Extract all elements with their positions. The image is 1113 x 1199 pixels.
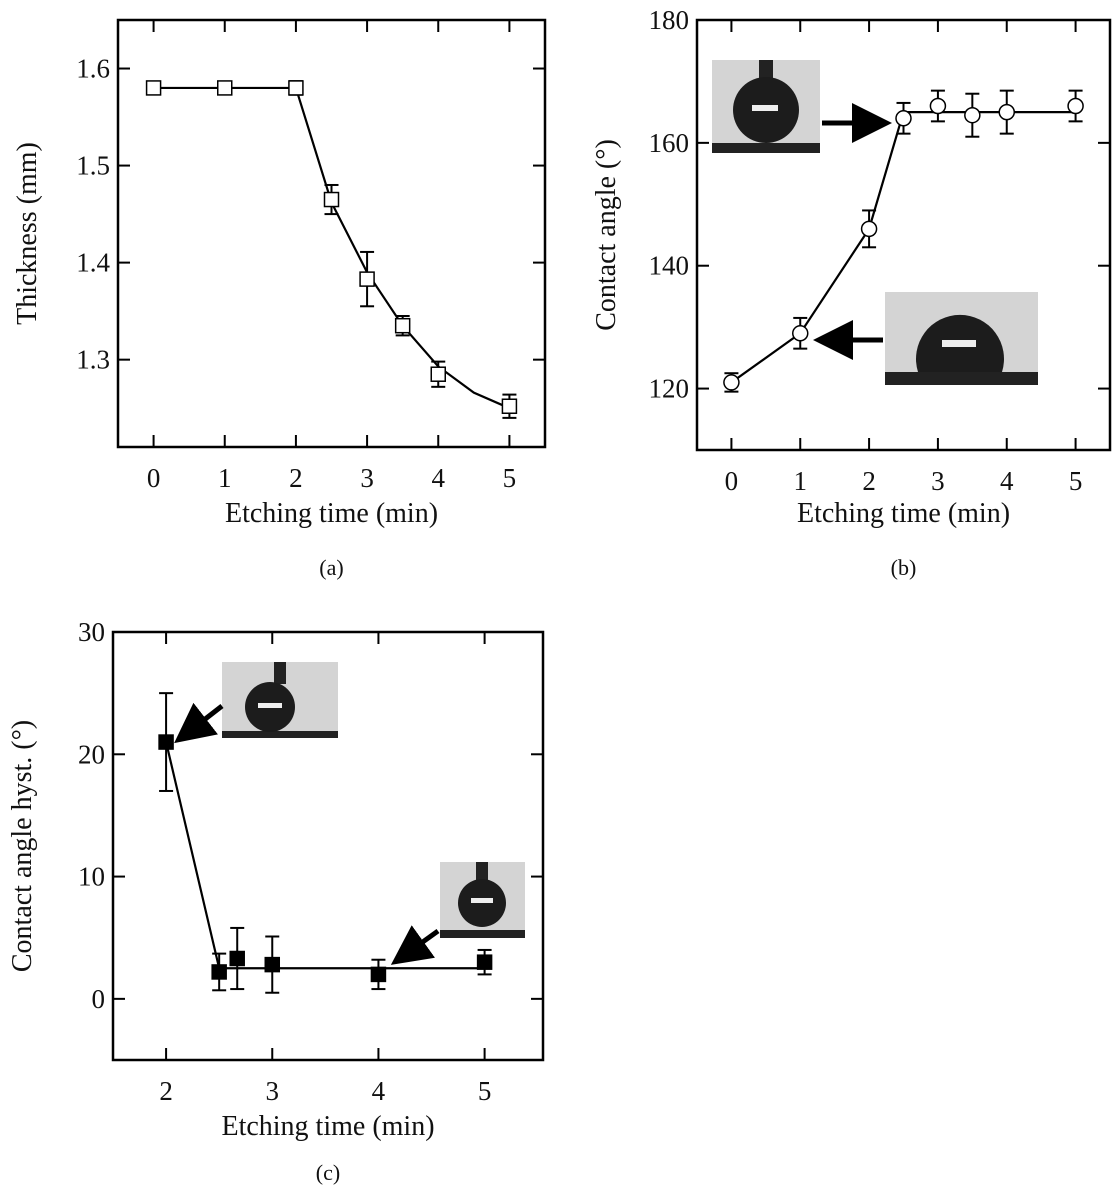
- caption: (c): [316, 1160, 340, 1185]
- plot-frame: [116, 18, 547, 449]
- y-tick-label: 20: [78, 739, 105, 769]
- y-tick-label: 1.5: [76, 151, 110, 181]
- marker: [359, 271, 375, 287]
- marker: [158, 734, 174, 750]
- x-tick-label: 4: [372, 1076, 386, 1106]
- y-tick-label: 180: [649, 5, 690, 35]
- x-tick-label: 2: [862, 466, 876, 496]
- x-tick-label: 0: [147, 463, 161, 493]
- panel: 0 1 2 3 4 5 120 140 160 180 Etching time (min) Cont…: [591, 5, 1112, 580]
- marker: [264, 956, 281, 973]
- x-tick-label: 1: [218, 463, 232, 493]
- x-axis-label: Etching time (min): [221, 1111, 434, 1142]
- inset-droplet: [440, 862, 525, 938]
- inset-droplet: [712, 60, 820, 153]
- arrow: [174, 702, 224, 744]
- y-tick-label: 0: [92, 984, 106, 1014]
- x-tick-label: 3: [360, 463, 374, 493]
- panel: 0 1 2 3 4 5 1.3 1.4 1.5 1.6 Etching time (min) Thic…: [12, 18, 547, 580]
- marker: [430, 366, 446, 382]
- y-tick-label: 140: [649, 251, 690, 281]
- y-tick-label: 30: [78, 617, 105, 647]
- y-axis-label: Contact angle hyst. (°): [7, 720, 38, 972]
- marker: [998, 103, 1015, 121]
- plot-frame: [111, 630, 545, 1062]
- marker: [1067, 97, 1084, 115]
- x-tick-label: 4: [432, 463, 446, 493]
- y-tick-label: 120: [649, 374, 690, 404]
- x-axis-label: Etching time (min): [225, 498, 438, 529]
- x-tick-label: 3: [931, 466, 945, 496]
- y-tick-label: 1.4: [76, 248, 110, 278]
- x-tick-label: 5: [1069, 466, 1083, 496]
- x-tick-label: 3: [266, 1076, 280, 1106]
- marker: [229, 950, 245, 967]
- marker: [964, 106, 981, 124]
- x-tick-label: 2: [159, 1076, 173, 1106]
- plot-frame: [695, 18, 1112, 452]
- marker: [860, 220, 878, 238]
- marker: [211, 964, 227, 980]
- marker: [501, 398, 518, 414]
- marker: [370, 966, 387, 983]
- marker: [394, 317, 411, 334]
- marker: [929, 97, 947, 115]
- x-tick-label: 5: [503, 463, 517, 493]
- y-tick-label: 1.6: [76, 54, 110, 84]
- y-tick-label: 10: [78, 862, 105, 892]
- y-axis-label: Thickness (mm): [12, 142, 43, 325]
- x-axis-label: Etching time (min): [797, 498, 1010, 529]
- x-tick-label: 4: [1000, 466, 1014, 496]
- inset-droplet: [222, 662, 338, 738]
- x-tick-label: 1: [794, 466, 808, 496]
- caption: (b): [891, 555, 917, 580]
- marker: [217, 80, 233, 96]
- x-tick-label: 5: [478, 1076, 492, 1106]
- marker: [476, 954, 493, 970]
- marker: [145, 80, 162, 96]
- inset-droplet: [885, 292, 1038, 385]
- x-tick-label: 0: [725, 466, 739, 496]
- y-tick-label: 1.3: [76, 345, 110, 375]
- x-tick-label: 2: [289, 463, 303, 493]
- marker: [895, 110, 912, 127]
- fit-line: [153, 86, 510, 410]
- panel: 2 3 4 5 0 10 20 30 Etching time (min) Contact ang…: [7, 617, 545, 1185]
- caption: (a): [319, 555, 343, 580]
- marker: [792, 325, 809, 342]
- marker: [323, 191, 340, 208]
- marker: [723, 374, 740, 391]
- y-axis-label: Contact angle (°): [591, 139, 622, 331]
- arrow: [390, 925, 440, 965]
- y-tick-label: 160: [649, 128, 690, 158]
- marker: [288, 80, 304, 96]
